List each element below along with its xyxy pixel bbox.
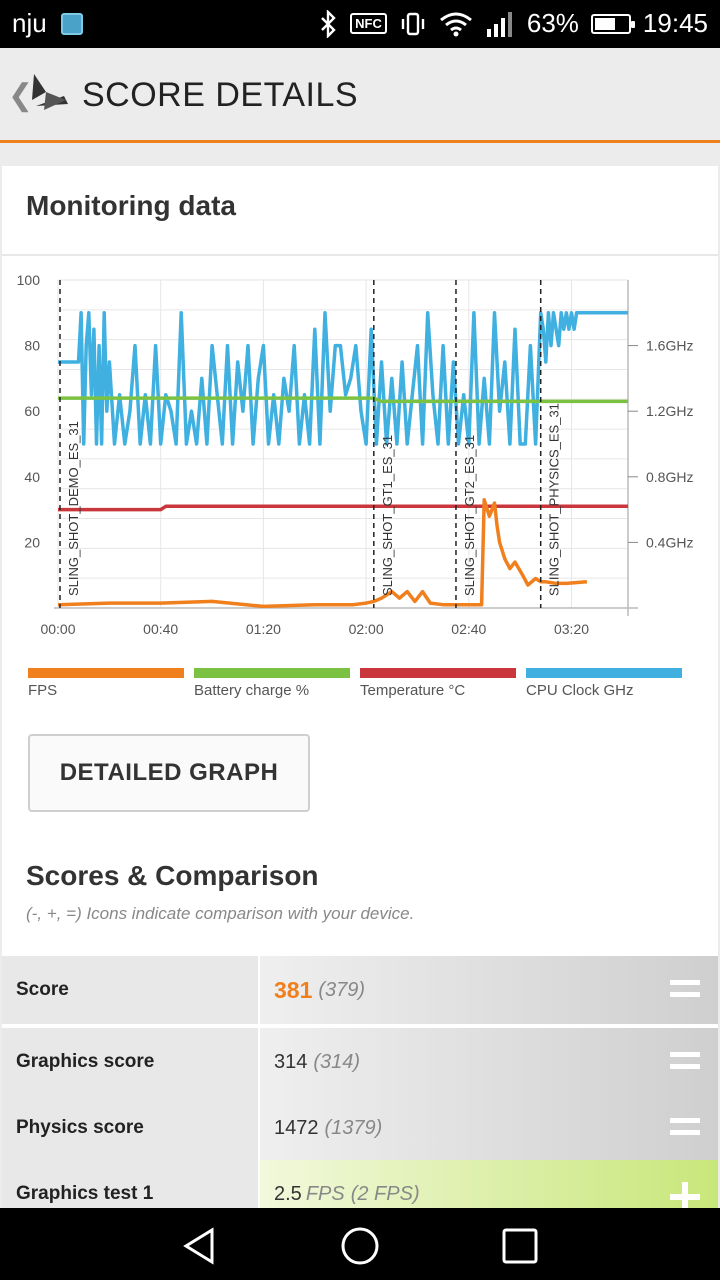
- x-tick-label: 01:20: [246, 621, 281, 637]
- score-unit: FPS: [305, 1182, 345, 1205]
- clock: 19:45: [642, 8, 708, 38]
- legend-item-fps: FPS: [28, 668, 184, 708]
- section-label: SLING_SHOT_DEMO_ES_31: [66, 421, 81, 596]
- monitoring-title: Monitoring data: [26, 190, 236, 221]
- y-tick-label-left: 80: [24, 338, 40, 354]
- legend-label: Battery charge %: [194, 682, 310, 699]
- vibrate-icon: [401, 12, 425, 35]
- score-compare: (1379): [324, 1116, 383, 1139]
- wifi-icon: [439, 12, 472, 36]
- divider: [2, 254, 718, 256]
- score-row[interactable]: Score 381 (379): [2, 956, 718, 1024]
- detailed-graph-button[interactable]: DETAILED GRAPH: [28, 734, 310, 812]
- y-tick-label-left: 20: [24, 534, 40, 550]
- section-label: SLING_SHOT_GT1_ES_31: [380, 435, 395, 596]
- score-value: 1472: [274, 1116, 319, 1139]
- score-value: 381: [274, 976, 313, 1003]
- plus-icon: [670, 1182, 700, 1212]
- scores-title: Scores & Comparison: [26, 860, 319, 891]
- score-value: 2.5: [274, 1182, 302, 1205]
- series-line-fps: [57, 498, 588, 609]
- battery-percent: 63%: [526, 8, 579, 38]
- legend-label: CPU Clock GHz: [526, 682, 634, 699]
- nfc-icon: NFC: [350, 13, 387, 34]
- section-label: SLING_SHOT_GT2_ES_31: [462, 435, 477, 596]
- equal-icon: [670, 1118, 700, 1138]
- score-value-cell: 1472 (1379): [260, 1094, 718, 1162]
- equal-icon: [670, 1052, 700, 1072]
- score-value: 314: [274, 1050, 308, 1073]
- recents-nav-icon[interactable]: [500, 1226, 540, 1266]
- legend-item-battery: Battery charge %: [194, 668, 350, 708]
- y-tick-label-right: 0.8GHz: [646, 469, 693, 485]
- series-line-cpu-clock-ghz: [58, 311, 628, 446]
- score-compare: (2 FPS): [350, 1182, 420, 1205]
- x-tick-label: 00:40: [143, 621, 178, 637]
- y-tick-label-left: 100: [17, 272, 41, 288]
- score-compare: (314): [313, 1050, 361, 1073]
- score-label: Score: [2, 956, 258, 1024]
- legend-swatch: [360, 668, 516, 678]
- y-tick-label-right: 1.2GHz: [646, 403, 693, 419]
- score-value-cell: 381 (379): [260, 956, 718, 1024]
- page-title: SCORE DETAILS: [82, 76, 359, 114]
- series-line-battery-charge: [58, 396, 628, 404]
- 3dmark-logo-icon[interactable]: [28, 70, 70, 116]
- scores-subtitle: (-, +, =) Icons indicate comparison with…: [26, 904, 415, 923]
- legend-label: FPS: [28, 682, 58, 699]
- battery-icon: [590, 13, 635, 34]
- y-tick-label-right: 1.6GHz: [646, 338, 693, 354]
- score-compare: (379): [318, 978, 366, 1001]
- legend-swatch: [526, 668, 682, 678]
- y-tick-label-left: 60: [24, 403, 40, 419]
- legend-item-cpu-clock: CPU Clock GHz: [526, 668, 682, 708]
- status-bar: nju NFC 63% 19:45: [0, 0, 720, 48]
- y-tick-label-right: 0.4GHz: [646, 534, 693, 550]
- gallery-notification-icon: [60, 12, 83, 35]
- score-label: Physics score: [2, 1094, 258, 1162]
- physics-score-row[interactable]: Physics score 1472 (1379): [2, 1094, 718, 1162]
- score-value-cell: 314 (314): [260, 1028, 718, 1096]
- home-nav-icon[interactable]: [340, 1226, 380, 1266]
- back-chevron-icon[interactable]: ❮: [8, 79, 34, 112]
- app-bar: ❮ SCORE DETAILS: [0, 48, 720, 143]
- x-tick-label: 03:20: [554, 621, 589, 637]
- graphics-score-row[interactable]: Graphics score 314 (314): [2, 1028, 718, 1096]
- legend-label: Temperature °C: [360, 682, 466, 699]
- carrier-name: nju: [12, 8, 47, 38]
- series-line-temperature-c: [58, 504, 628, 512]
- legend-item-temperature: Temperature °C: [360, 668, 516, 708]
- x-tick-label: 00:00: [40, 621, 75, 637]
- legend-swatch: [28, 668, 184, 678]
- monitoring-chart: 100 80 60 40 20 1.6GHz 1.2GHz 0.8GHz 0.4GHz 00:00…: [17, 272, 694, 637]
- x-tick-label: 02:40: [451, 621, 486, 637]
- section-label: SLING_SHOT_PHYSICS_ES_31: [547, 403, 562, 596]
- monitoring-card: Monitoring data 100 80 60 40 20 1.6GHz 1.2GHz 0…: [2, 166, 718, 1228]
- score-label: Graphics score: [2, 1028, 258, 1096]
- x-tick-label: 02:00: [349, 621, 384, 637]
- bluetooth-icon: [321, 9, 336, 38]
- navigation-bar: [0, 1208, 720, 1280]
- equal-icon: [670, 980, 700, 1000]
- back-nav-icon[interactable]: [180, 1226, 220, 1266]
- signal-icon: [486, 11, 512, 37]
- y-tick-label-left: 40: [24, 469, 40, 485]
- legend-swatch: [194, 668, 350, 678]
